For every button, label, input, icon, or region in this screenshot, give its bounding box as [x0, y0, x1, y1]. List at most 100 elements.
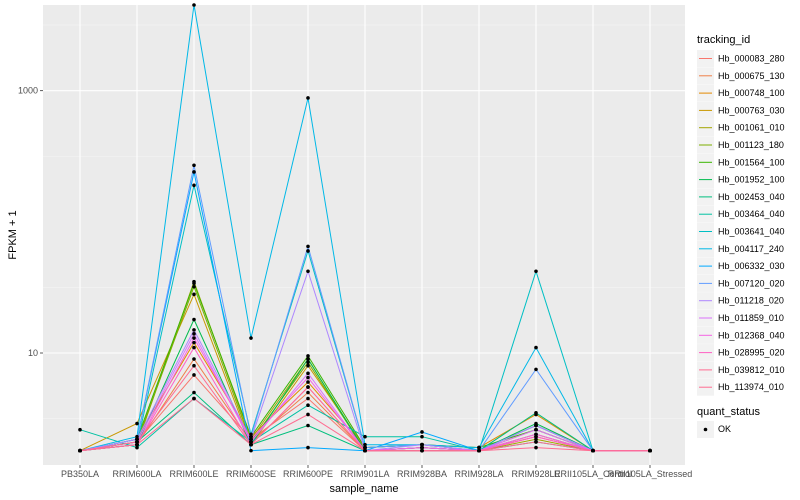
legend-item: Hb_028995_020: [697, 344, 785, 362]
data-point: [135, 442, 139, 447]
data-point: [306, 423, 310, 428]
x-tick-label: RRII105LA_Stressed: [608, 469, 693, 479]
y-tick-label: 10: [28, 348, 38, 358]
data-point: [192, 357, 196, 361]
x-tick-label: RRII105LA_Control: [554, 469, 632, 479]
x-tick-label: RRIM600LA: [112, 469, 161, 479]
data-point: [192, 340, 196, 345]
data-point: [363, 442, 367, 447]
data-point: [591, 448, 595, 453]
data-point: [477, 448, 481, 453]
legend-item: Hb_011218_020: [697, 292, 784, 310]
legend-label: Hb_001061_010: [718, 123, 785, 133]
legend-item: Hb_011859_010: [697, 309, 784, 327]
data-point: [135, 440, 139, 444]
data-point: [249, 437, 253, 442]
data-point: [135, 421, 139, 426]
legend-item: Hb_000763_030: [697, 101, 785, 119]
x-tick-label: RRIM600PE: [283, 469, 333, 479]
data-point: [192, 183, 196, 188]
data-point: [192, 281, 196, 286]
data-point: [306, 357, 310, 361]
data-point: [420, 430, 424, 434]
legend-label: Hb_011859_010: [718, 313, 784, 323]
legend-label: Hb_000748_100: [718, 88, 785, 98]
data-point: [249, 440, 253, 444]
data-point: [363, 434, 367, 439]
data-point: [306, 396, 310, 401]
data-point: [420, 445, 424, 450]
data-point: [192, 332, 196, 336]
legend-label: Hb_028995_020: [718, 348, 785, 358]
legend-label: Hb_000763_030: [718, 105, 785, 115]
legend-item: Hb_000675_130: [697, 67, 785, 85]
data-point: [306, 412, 310, 417]
legend-item: Hb_113974_010: [697, 378, 784, 396]
data-point: [192, 328, 196, 332]
data-point: [192, 363, 196, 368]
data-point: [306, 385, 310, 389]
x-axis-ticks: PB350LA RRIM600LA RRIM600LE RRIM600SE RRIM60…: [61, 465, 692, 479]
data-point: [534, 269, 538, 274]
legend-label: Hb_001564_100: [718, 157, 785, 167]
legend-label: Hb_001952_100: [718, 175, 785, 185]
legend-item: Hb_006332_030: [697, 257, 785, 275]
x-tick-label: RRIM901LA: [340, 469, 389, 479]
legend-label: Hb_001123_180: [718, 140, 784, 150]
legend-label: Hb_039812_010: [718, 365, 785, 375]
data-point: [534, 440, 538, 444]
x-tick-label: RRIM928LE: [511, 469, 560, 479]
data-point: [534, 427, 538, 432]
legend-item: Hb_012368_040: [697, 326, 785, 344]
data-point: [306, 360, 310, 365]
data-point: [192, 163, 196, 168]
data-point: [192, 336, 196, 340]
x-axis-title: sample_name: [329, 483, 398, 495]
legend-label: Hb_003641_040: [718, 227, 785, 237]
data-point: [306, 380, 310, 384]
data-point: [534, 423, 538, 428]
legend-items: Hb_000083_280 Hb_000675_130 Hb_000748_100 H…: [697, 50, 785, 396]
legend-label: Hb_113974_010: [718, 382, 784, 392]
data-point: [534, 367, 538, 372]
legend-label: Hb_012368_040: [718, 330, 785, 340]
y-tick-label: 1000: [18, 86, 38, 96]
data-point: [534, 345, 538, 350]
quant-legend-label: OK: [718, 424, 731, 434]
data-point: [78, 448, 82, 453]
y-axis-title: FPKM + 1: [7, 210, 19, 259]
data-point: [135, 434, 139, 439]
data-point: [306, 403, 310, 407]
data-point: [249, 336, 253, 340]
quant-legend-point: [703, 427, 708, 432]
x-tick-label: RRIM928BA: [397, 469, 447, 479]
data-point: [363, 445, 367, 450]
data-point: [135, 445, 139, 450]
data-point: [249, 442, 253, 447]
data-point: [135, 437, 139, 442]
legend-item: Hb_003464_040: [697, 205, 785, 223]
data-point: [306, 244, 310, 249]
data-point: [249, 434, 253, 439]
data-point: [420, 434, 424, 439]
data-point: [363, 448, 367, 453]
data-point: [192, 390, 196, 395]
legend-label: Hb_011218_020: [718, 296, 784, 306]
legend-label: Hb_006332_030: [718, 261, 785, 271]
data-point: [192, 345, 196, 350]
data-point: [534, 445, 538, 450]
data-point: [534, 437, 538, 442]
data-point: [306, 371, 310, 376]
legend-label: Hb_002453_040: [718, 192, 785, 202]
legend-title: tracking_id: [697, 34, 750, 46]
data-points: [78, 3, 652, 453]
data-point: [192, 373, 196, 377]
data-point: [249, 448, 253, 453]
data-point: [306, 249, 310, 253]
legend-item: Hb_007120_020: [697, 274, 785, 292]
data-point: [420, 448, 424, 453]
legend: tracking_id Hb_000083_280Hb_000675_130Hb…: [697, 34, 785, 438]
x-tick-label: RRIM928LA: [454, 469, 503, 479]
data-point: [306, 363, 310, 368]
data-point: [78, 427, 82, 432]
